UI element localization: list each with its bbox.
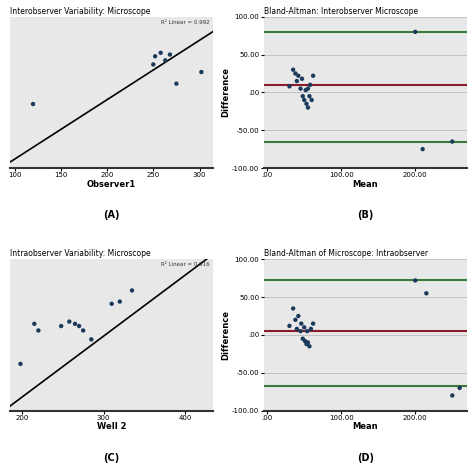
Point — [301, 324, 308, 331]
Point — [310, 72, 317, 80]
Point — [310, 320, 317, 328]
Point — [419, 146, 427, 153]
Point — [301, 337, 309, 345]
Point — [306, 343, 313, 350]
X-axis label: Mean: Mean — [353, 422, 378, 431]
Point — [166, 51, 174, 58]
Point — [29, 100, 37, 108]
Text: Interobserver Variability: Microscope: Interobserver Variability: Microscope — [10, 7, 150, 16]
X-axis label: Well 2: Well 2 — [97, 422, 127, 431]
Text: R² Linear = 0.916: R² Linear = 0.916 — [161, 262, 210, 267]
Point — [286, 322, 293, 329]
Point — [57, 322, 65, 330]
Point — [411, 28, 419, 36]
Point — [293, 77, 301, 85]
Point — [301, 96, 308, 104]
Point — [30, 320, 38, 328]
Point — [79, 327, 87, 334]
Point — [299, 92, 307, 100]
Point — [448, 392, 456, 399]
Point — [298, 320, 305, 328]
Text: Bland-Altman of Microscope: Intraobserver: Bland-Altman of Microscope: Intraobserve… — [264, 249, 428, 258]
Point — [75, 322, 83, 330]
Point — [151, 53, 159, 60]
Point — [128, 287, 136, 294]
Point — [65, 318, 73, 325]
Point — [304, 104, 312, 111]
Point — [303, 100, 310, 108]
Point — [35, 327, 42, 334]
Point — [149, 61, 157, 68]
Point — [297, 328, 304, 335]
Point — [297, 85, 304, 92]
Point — [306, 81, 314, 89]
Point — [286, 82, 293, 90]
X-axis label: Observer1: Observer1 — [87, 180, 137, 189]
Y-axis label: Difference: Difference — [222, 310, 231, 360]
Point — [303, 328, 311, 335]
Point — [304, 85, 312, 92]
Text: Intraobserver Variability: Microscope: Intraobserver Variability: Microscope — [10, 249, 151, 258]
Text: (D): (D) — [357, 453, 374, 463]
Point — [304, 339, 312, 346]
Point — [88, 336, 95, 343]
Point — [292, 316, 299, 324]
Point — [198, 68, 205, 76]
Point — [422, 290, 430, 297]
Point — [173, 80, 180, 87]
Point — [71, 320, 79, 328]
Point — [108, 300, 116, 308]
Text: (C): (C) — [103, 453, 120, 463]
Text: (A): (A) — [103, 210, 120, 220]
Point — [116, 298, 124, 305]
X-axis label: Mean: Mean — [353, 180, 378, 189]
Point — [157, 49, 164, 56]
Point — [299, 335, 307, 343]
Point — [302, 86, 310, 94]
Point — [411, 277, 419, 284]
Point — [289, 305, 297, 312]
Text: Bland-Altman: Interobserver Microscope: Bland-Altman: Interobserver Microscope — [264, 7, 418, 16]
Point — [456, 384, 464, 392]
Point — [306, 92, 313, 100]
Point — [298, 75, 306, 82]
Point — [292, 70, 299, 77]
Y-axis label: Difference: Difference — [222, 67, 231, 118]
Point — [294, 72, 302, 80]
Point — [293, 325, 301, 333]
Point — [303, 340, 310, 348]
Point — [17, 360, 24, 368]
Text: (B): (B) — [357, 210, 374, 220]
Point — [307, 325, 315, 333]
Point — [448, 138, 456, 146]
Text: R² Linear = 0.992: R² Linear = 0.992 — [161, 20, 210, 25]
Point — [294, 312, 302, 320]
Point — [308, 96, 315, 104]
Point — [289, 66, 297, 73]
Point — [162, 56, 169, 64]
